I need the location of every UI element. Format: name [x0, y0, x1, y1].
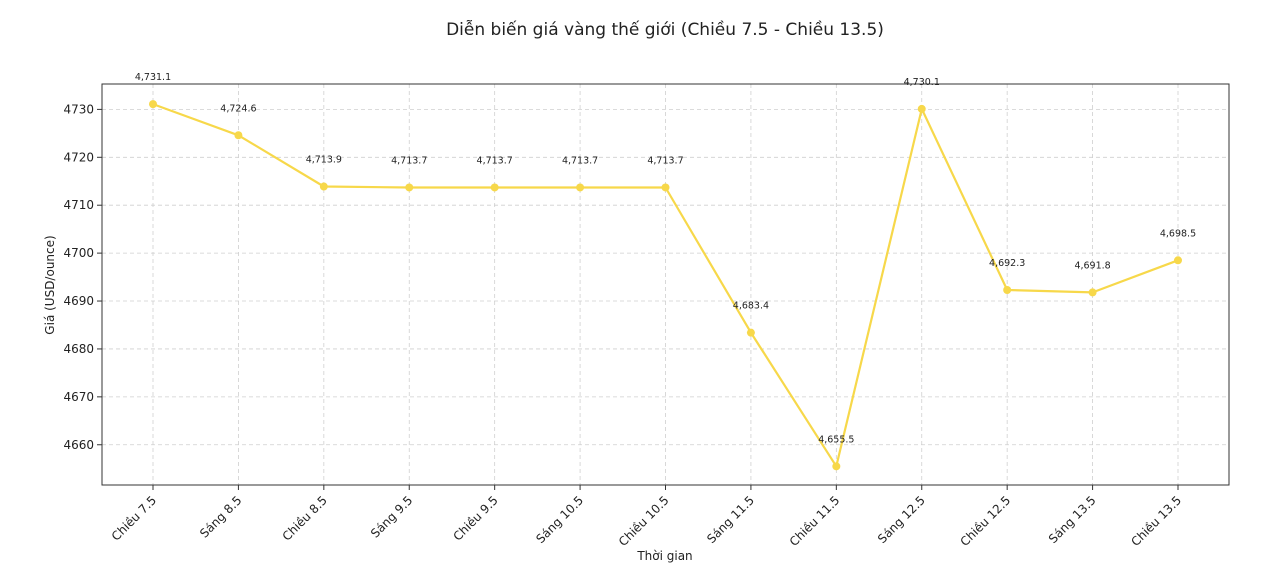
data-label: 4,713.7 [647, 155, 683, 166]
data-point [234, 131, 243, 140]
data-point [576, 183, 585, 192]
data-point [1003, 286, 1012, 295]
data-label: 4,655.5 [818, 434, 854, 445]
grid [102, 84, 1229, 485]
data-label: 4,713.7 [562, 155, 598, 166]
x-tick-label: Sáng 11.5 [704, 493, 757, 546]
x-tick-label: Sáng 10.5 [533, 493, 586, 546]
data-label: 4,713.7 [477, 155, 513, 166]
y-axis-title: Giá (USD/ounce) [43, 235, 57, 334]
x-axis-title: Thời gian [636, 549, 692, 563]
y-tick-label: 4710 [63, 198, 94, 212]
x-tick-label: Chiều 7.5 [109, 493, 159, 543]
x-tick-label: Sáng 12.5 [875, 493, 928, 546]
data-point [149, 100, 157, 109]
x-tick-label: Sáng 9.5 [368, 493, 415, 540]
x-tick-label: Chiều 10.5 [616, 493, 672, 549]
data-label: 4,698.5 [1160, 228, 1196, 239]
y-tick-label: 4670 [63, 390, 94, 404]
x-tick-label: Sáng 13.5 [1046, 493, 1099, 546]
data-label: 4,691.8 [1074, 260, 1110, 271]
y-tick-label: 4680 [63, 342, 94, 356]
x-tick-label: Chiều 12.5 [958, 493, 1014, 549]
data-label: 4,713.9 [306, 155, 342, 166]
data-label: 4,730.1 [904, 77, 940, 88]
data-point [490, 183, 499, 192]
data-label: 4,692.3 [989, 258, 1025, 269]
data-label: 4,713.7 [391, 155, 427, 166]
data-point [746, 328, 755, 337]
data-point [917, 104, 926, 113]
data-label: 4,724.6 [220, 103, 256, 114]
y-tick-label: 4700 [63, 246, 94, 260]
x-axis: Chiều 7.5 Sáng 8.5 Chiều 8.5 Sáng 9.5 Chiều … [109, 485, 1184, 549]
x-tick-label: Chiều 13.5 [1128, 493, 1184, 549]
chart-title: Diễn biến giá vàng thế giới (Chiều 7.5 -… [446, 20, 884, 40]
data-point [661, 183, 670, 192]
data-point [1174, 256, 1182, 265]
y-tick-label: 4730 [63, 102, 94, 116]
data-points [149, 100, 1182, 471]
y-tick-label: 4690 [63, 294, 94, 308]
y-axis: 4660 4670 4680 4690 4700 4710 4720 4730 [63, 102, 102, 452]
data-labels: 4,731.1 4,724.6 4,713.9 4,713.7 4,713.7 4,713… [135, 72, 1196, 445]
plot-frame [101, 83, 1230, 486]
y-tick-label: 4720 [63, 150, 94, 164]
data-point [405, 183, 414, 192]
data-label: 4,731.1 [135, 72, 171, 83]
data-point [319, 182, 328, 191]
x-tick-label: Chiều 9.5 [450, 493, 500, 543]
x-tick-label: Chiều 11.5 [787, 493, 843, 549]
data-label: 4,683.4 [733, 301, 769, 312]
x-tick-label: Sáng 8.5 [197, 493, 244, 540]
data-point [1088, 288, 1097, 297]
y-tick-label: 4660 [63, 438, 94, 452]
x-tick-label: Chiều 8.5 [280, 493, 330, 543]
data-point [832, 462, 841, 471]
